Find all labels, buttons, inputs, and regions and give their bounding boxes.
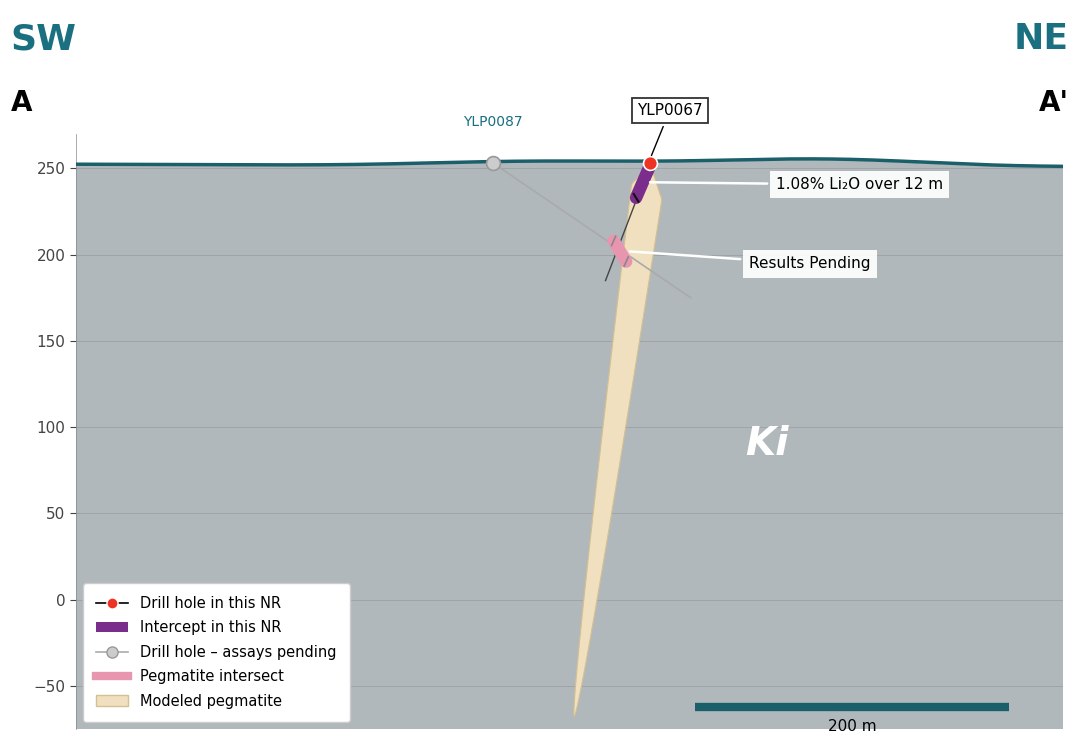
Text: 200 m: 200 m <box>828 719 877 734</box>
Text: A: A <box>11 89 33 118</box>
Text: YLP0087: YLP0087 <box>463 115 523 129</box>
Text: Results Pending: Results Pending <box>630 251 870 272</box>
Polygon shape <box>574 165 662 717</box>
Legend: Drill hole in this NR, Intercept in this NR, Drill hole – assays pending, Pegmat: Drill hole in this NR, Intercept in this… <box>84 583 349 722</box>
Text: NE: NE <box>1013 22 1069 57</box>
Text: SW: SW <box>11 22 77 57</box>
Text: Ki: Ki <box>745 426 789 464</box>
Text: 1.08% Li₂O over 12 m: 1.08% Li₂O over 12 m <box>650 177 943 192</box>
Text: YLP0067: YLP0067 <box>637 103 703 155</box>
Text: A': A' <box>1038 89 1069 118</box>
